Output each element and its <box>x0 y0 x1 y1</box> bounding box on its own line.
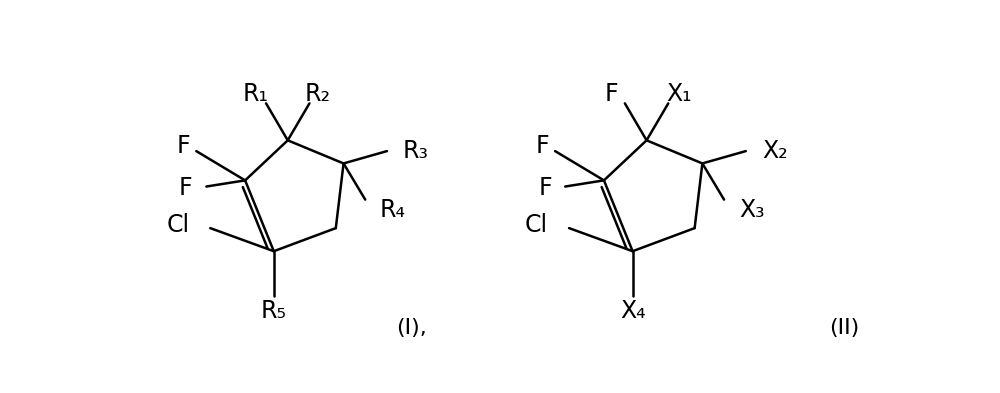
Text: Cl: Cl <box>524 213 547 237</box>
Text: F: F <box>176 134 190 158</box>
Text: F: F <box>538 176 552 200</box>
Text: R₂: R₂ <box>304 82 330 106</box>
Text: Cl: Cl <box>166 213 189 237</box>
Text: X₂: X₂ <box>762 139 788 163</box>
Text: R₅: R₅ <box>261 299 287 323</box>
Text: R₄: R₄ <box>379 198 405 222</box>
Text: (II): (II) <box>829 318 859 338</box>
Text: R₁: R₁ <box>242 82 268 106</box>
Text: F: F <box>179 176 192 200</box>
Text: X₁: X₁ <box>666 82 692 106</box>
Text: R₃: R₃ <box>402 139 428 163</box>
Text: (I),: (I), <box>396 318 427 338</box>
Text: F: F <box>605 82 619 106</box>
Text: X₃: X₃ <box>739 198 764 222</box>
Text: X₄: X₄ <box>620 299 645 323</box>
Text: F: F <box>535 134 549 158</box>
